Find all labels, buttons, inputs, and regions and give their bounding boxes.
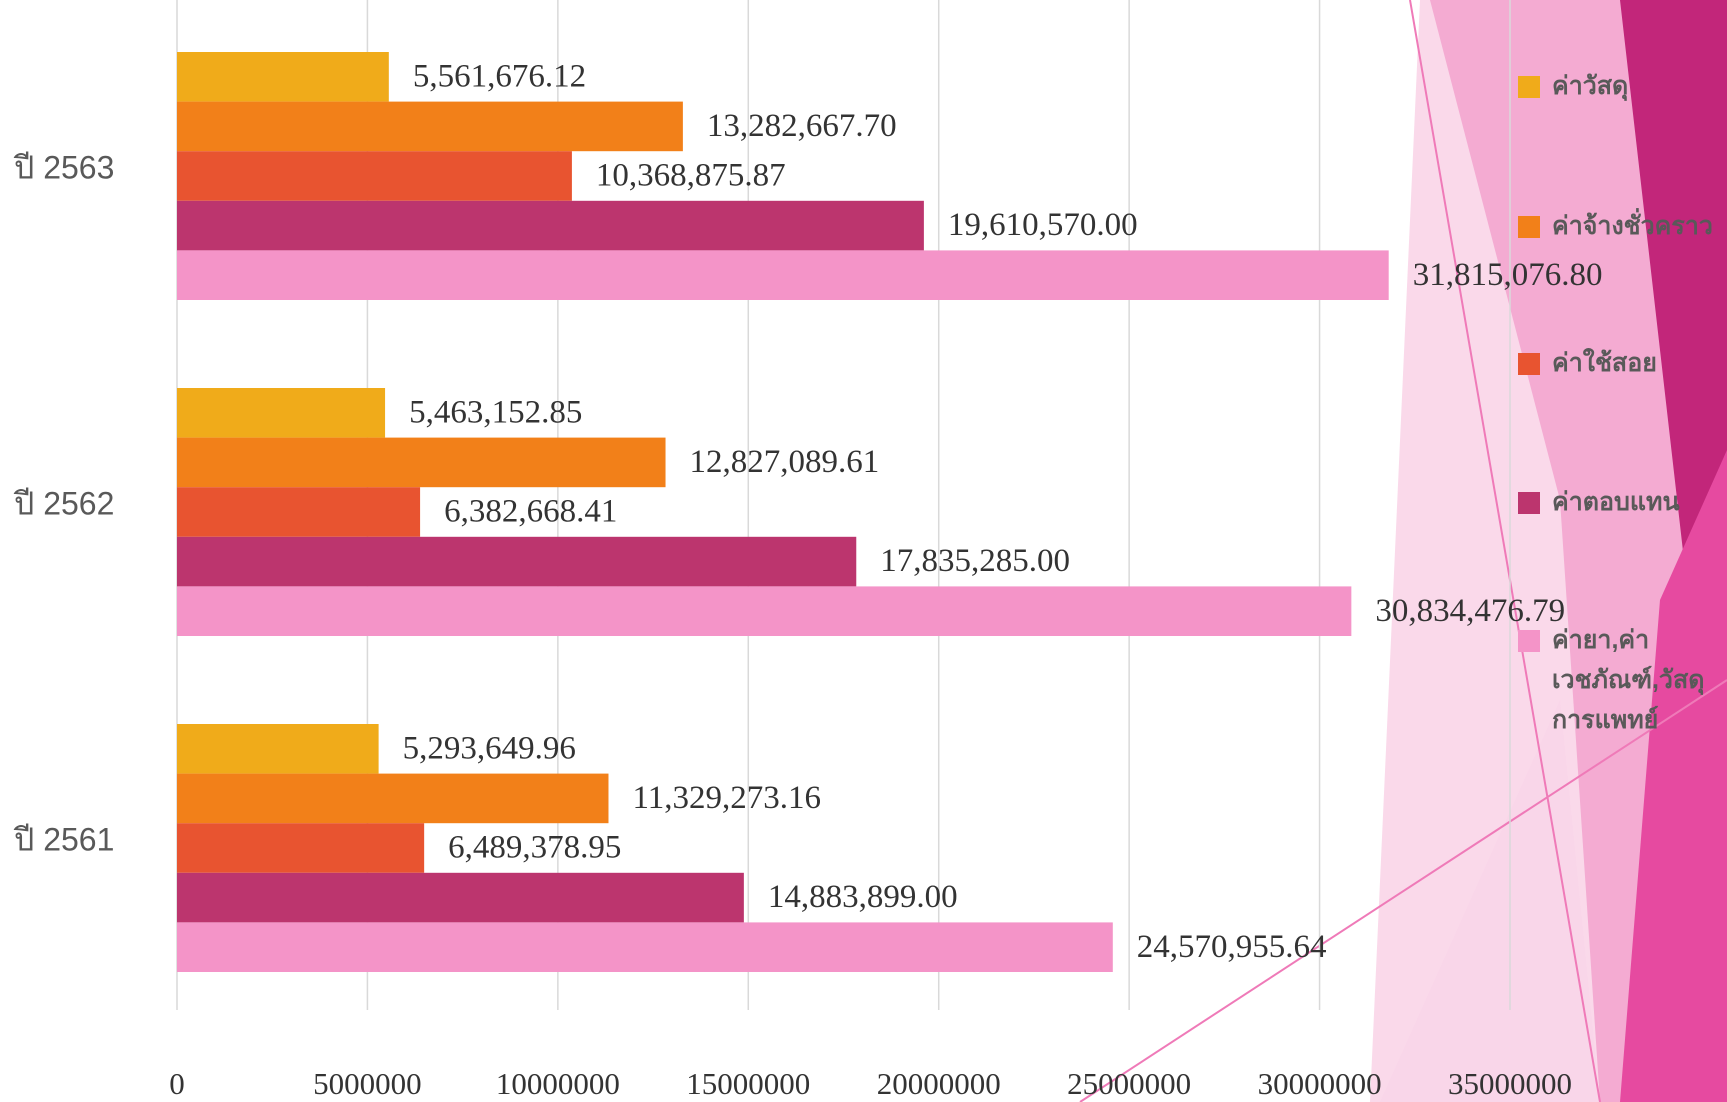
bar: [177, 586, 1352, 636]
data-label: 10,368,875.87: [596, 158, 786, 194]
bar: [177, 536, 857, 587]
legend-item: ค่าตอบแทน: [1518, 482, 1723, 522]
bar: [177, 250, 1389, 300]
legend-label: ค่าจ้างชั่วคราว: [1552, 212, 1713, 240]
legend-item: ค่าวัสดุ: [1518, 66, 1723, 106]
legend-item: ค่าใช้สอย: [1518, 343, 1723, 383]
legend-label: ค่าตอบแทน: [1552, 488, 1680, 516]
data-label: 17,835,285.00: [880, 543, 1070, 579]
bar: [177, 101, 683, 152]
decoration: [1079, 0, 1727, 1102]
data-label: 13,282,667.70: [707, 108, 897, 144]
data-label: 14,883,899.00: [768, 879, 958, 915]
legend-swatch: [1518, 492, 1540, 514]
x-tick-label: 30000000: [1258, 1066, 1382, 1101]
data-label: 11,329,273.16: [632, 780, 821, 816]
legend-swatch: [1518, 630, 1540, 652]
bar: [177, 823, 425, 873]
data-label: 5,463,152.85: [409, 394, 582, 430]
x-tick-label: 25000000: [1067, 1066, 1191, 1101]
data-label: 6,489,378.95: [448, 830, 621, 866]
category-label: ปี 2562: [13, 485, 114, 521]
bar: [177, 151, 572, 201]
legend-swatch: [1518, 76, 1540, 98]
bar: [177, 52, 389, 102]
x-tick-label: 10000000: [496, 1066, 620, 1101]
legend-item: ค่าจ้างชั่วคราว: [1518, 206, 1723, 246]
x-tick-label: 35000000: [1448, 1066, 1572, 1101]
data-label: 5,293,649.96: [403, 730, 576, 766]
legend-item: ค่ายา,ค่าเวชภัณฑ์,วัสดุการแพทย์: [1518, 620, 1723, 740]
legend-swatch: [1518, 353, 1540, 375]
bar: [177, 388, 386, 438]
bar: [177, 724, 379, 774]
bar: [177, 922, 1113, 972]
data-label: 5,561,676.12: [413, 58, 586, 94]
x-tick-label: 20000000: [877, 1066, 1001, 1101]
data-label: 12,827,089.61: [690, 444, 880, 480]
data-label: 6,382,668.41: [444, 494, 617, 530]
x-tick-label: 5000000: [313, 1066, 422, 1101]
category-label: ปี 2561: [13, 821, 114, 857]
legend-label: ค่าวัสดุ: [1552, 72, 1629, 100]
legend-label: ค่ายา,ค่าเวชภัณฑ์,วัสดุการแพทย์: [1552, 626, 1705, 734]
bar: [177, 487, 421, 537]
data-label: 31,815,076.80: [1413, 257, 1603, 293]
x-tick-label: 0: [169, 1066, 185, 1101]
legend-swatch: [1518, 216, 1540, 238]
x-tick-label: 15000000: [686, 1066, 810, 1101]
data-label: 24,570,955.64: [1137, 929, 1327, 965]
legend-label: ค่าใช้สอย: [1552, 349, 1657, 377]
bar: [177, 437, 666, 488]
bar: [177, 200, 924, 251]
data-label: 19,610,570.00: [948, 207, 1138, 243]
data-label: 30,834,476.79: [1375, 593, 1565, 629]
bar: [177, 773, 609, 824]
bar: [177, 872, 744, 923]
category-label: ปี 2563: [13, 149, 114, 185]
